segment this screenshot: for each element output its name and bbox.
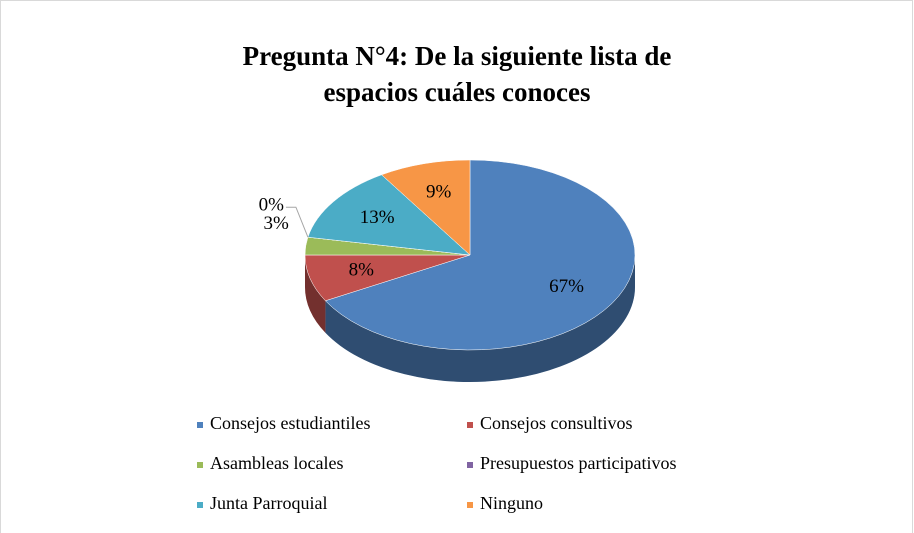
slice-side-shade	[305, 255, 326, 333]
slice	[307, 174, 471, 256]
slice-side	[305, 255, 326, 333]
slice-side	[325, 255, 635, 382]
legend-label: Consejos consultivos	[480, 413, 633, 433]
data-label: 9%	[426, 181, 452, 202]
data-label: 3%	[264, 213, 290, 234]
legend-label: Ninguno	[480, 493, 543, 513]
slice	[324, 159, 636, 351]
legend-marker	[197, 462, 203, 468]
slice-side-shade	[325, 255, 635, 382]
legend-marker	[197, 502, 203, 508]
leader-line	[285, 206, 309, 238]
data-label: 67%	[549, 276, 584, 297]
data-label: 13%	[360, 207, 395, 228]
legend-marker	[467, 422, 473, 428]
slice	[381, 159, 471, 256]
chart-title: Pregunta N°4: De la siguiente lista de e…	[242, 41, 672, 107]
legend-marker	[467, 462, 473, 468]
legend-label: Consejos estudiantiles	[210, 413, 371, 433]
legend-marker	[467, 502, 473, 508]
legend-label: Presupuestos participativos	[480, 453, 676, 473]
legend-label: Junta Parroquial	[210, 493, 327, 513]
legend-marker	[197, 422, 203, 428]
data-label: 8%	[349, 259, 375, 280]
legend-label: Asambleas locales	[210, 453, 343, 473]
data-label: 0%	[259, 195, 285, 216]
